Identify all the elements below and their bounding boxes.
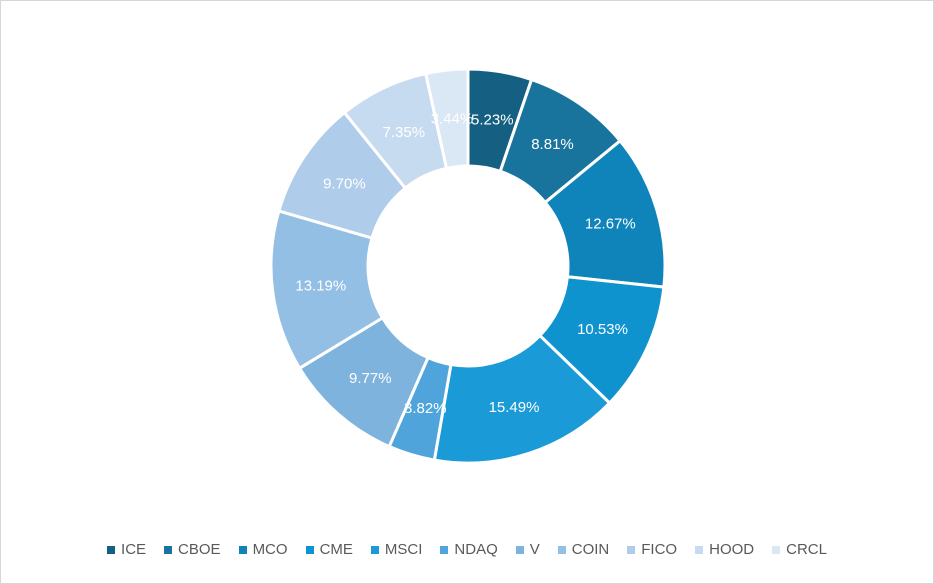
data-label-ice: 5.23%: [471, 112, 514, 129]
legend-label: HOOD: [709, 541, 755, 558]
legend-swatch-icon: [164, 545, 173, 554]
legend-swatch-icon: [772, 545, 781, 554]
legend-swatch-icon: [440, 545, 449, 554]
chart-legend: ICE CBOE MCO CME MSCI NDAQ V COIN FICO HOOD CRCL: [1, 541, 933, 558]
legend-swatch-icon: [557, 545, 566, 554]
data-label-fico: 9.70%: [323, 176, 366, 193]
legend-item-hood[interactable]: HOOD: [695, 541, 754, 558]
legend-swatch-icon: [627, 545, 636, 554]
data-label-ndaq: 3.82%: [404, 400, 447, 417]
data-label-hood: 7.35%: [383, 124, 426, 141]
legend-label: CRCL: [786, 541, 827, 558]
legend-label: MCO: [252, 541, 288, 558]
data-label-mco: 12.67%: [585, 216, 636, 233]
legend-swatch-icon: [238, 545, 247, 554]
legend-item-ice[interactable]: ICE: [107, 541, 146, 558]
legend-swatch-icon: [305, 545, 314, 554]
legend-item-v[interactable]: V: [515, 541, 540, 558]
legend-swatch-icon: [695, 545, 704, 554]
legend-label: ICE: [121, 541, 147, 558]
legend-label: CME: [319, 541, 353, 558]
data-label-msci: 15.49%: [489, 399, 540, 416]
data-label-crcl: 3.44%: [431, 110, 474, 127]
legend-item-fico[interactable]: FICO: [627, 541, 677, 558]
legend-label: COIN: [571, 541, 610, 558]
legend-label: V: [529, 541, 540, 558]
legend-label: MSCI: [384, 541, 423, 558]
legend-item-coin[interactable]: COIN: [557, 541, 610, 558]
legend-swatch-icon: [515, 545, 524, 554]
legend-item-cboe[interactable]: CBOE: [164, 541, 221, 558]
legend-swatch-icon: [107, 545, 116, 554]
data-label-v: 9.77%: [349, 370, 392, 387]
legend-item-ndaq[interactable]: NDAQ: [440, 541, 498, 558]
legend-label: NDAQ: [454, 541, 498, 558]
legend-label: CBOE: [178, 541, 221, 558]
legend-item-crcl[interactable]: CRCL: [772, 541, 827, 558]
donut-chart: 5.23% 8.81% 12.67% 10.53% 15.49% 3.82% 9.77% 13…: [269, 67, 667, 465]
legend-item-msci[interactable]: MSCI: [370, 541, 423, 558]
legend-swatch-icon: [370, 545, 379, 554]
pie-slice-msci[interactable]: [432, 334, 612, 465]
legend-item-cme[interactable]: CME: [305, 541, 353, 558]
data-label-coin: 13.19%: [295, 277, 346, 294]
pie-slice-crcl[interactable]: [424, 67, 470, 170]
data-label-cme: 10.53%: [577, 321, 628, 338]
data-label-cboe: 8.81%: [531, 136, 574, 153]
legend-item-mco[interactable]: MCO: [238, 541, 288, 558]
legend-label: FICO: [641, 541, 678, 558]
